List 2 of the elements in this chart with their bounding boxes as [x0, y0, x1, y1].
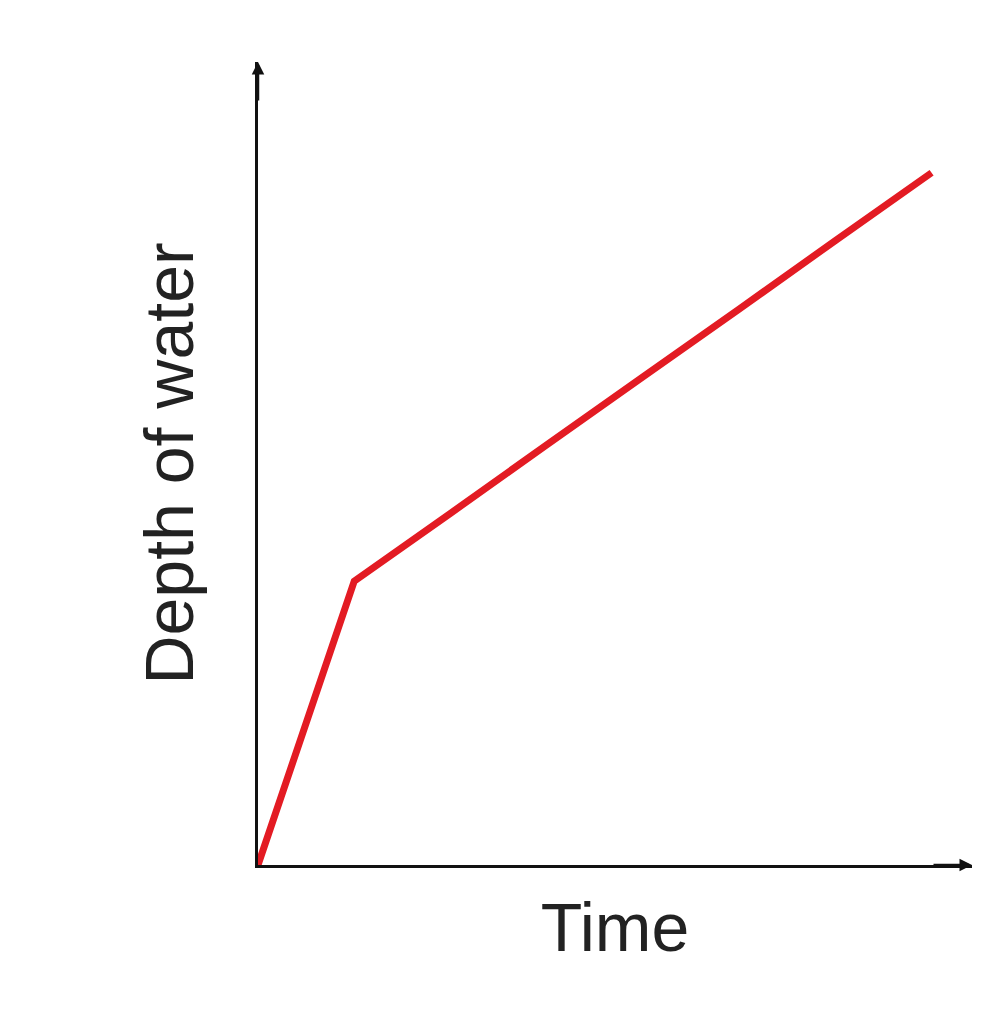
y-axis-title: Depth of water — [130, 242, 207, 685]
x-axis-title: Time — [540, 889, 690, 966]
